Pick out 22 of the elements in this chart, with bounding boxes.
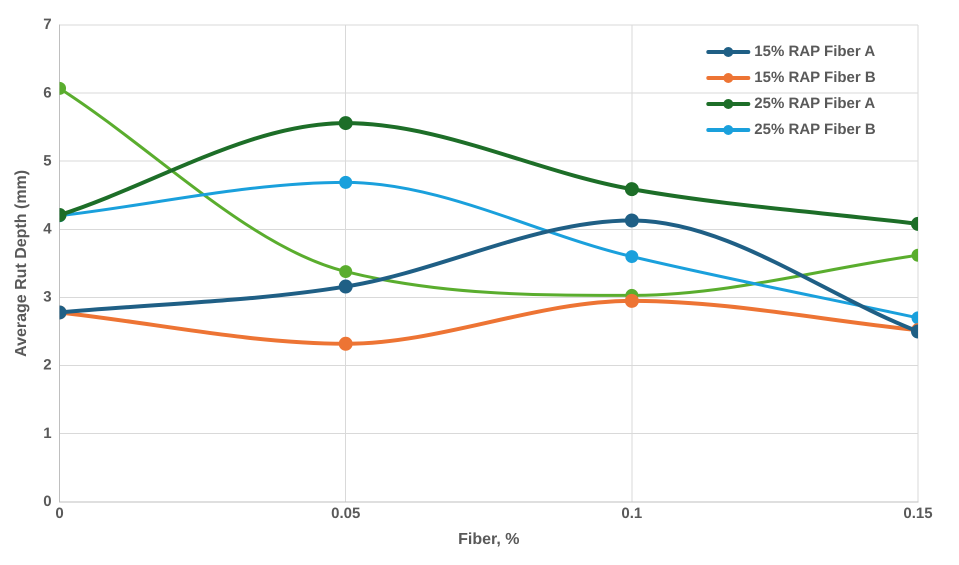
legend-label: 15% RAP Fiber A [754,43,876,60]
x-axis-title: Fiber, % [458,530,520,548]
point [338,336,353,351]
point [624,294,639,308]
legend-label: 25% RAP Fiber B [754,121,876,138]
y-tick-label: 6 [43,84,52,102]
x-tick-label: 0.1 [621,504,642,522]
y-tick-label: 5 [43,152,52,170]
x-tick-label: 0.15 [903,504,933,522]
legend-label: 15% RAP Fiber B [754,69,876,86]
y-axis-title: Average Rut Depth (mm) [13,170,30,357]
x-tick-label: 0 [55,504,64,522]
point [625,250,638,264]
y-tick-label: 1 [43,424,52,442]
y-tick-label: 7 [43,16,52,34]
legend-label: 25% RAP Fiber A [754,95,876,112]
x-tick-label: 0.05 [331,504,360,522]
y-tick-label: 4 [43,220,52,238]
y-tick-label: 0 [43,492,52,510]
y-tick-label: 2 [43,356,52,374]
point [339,176,352,189]
y-tick-label: 3 [43,288,52,306]
